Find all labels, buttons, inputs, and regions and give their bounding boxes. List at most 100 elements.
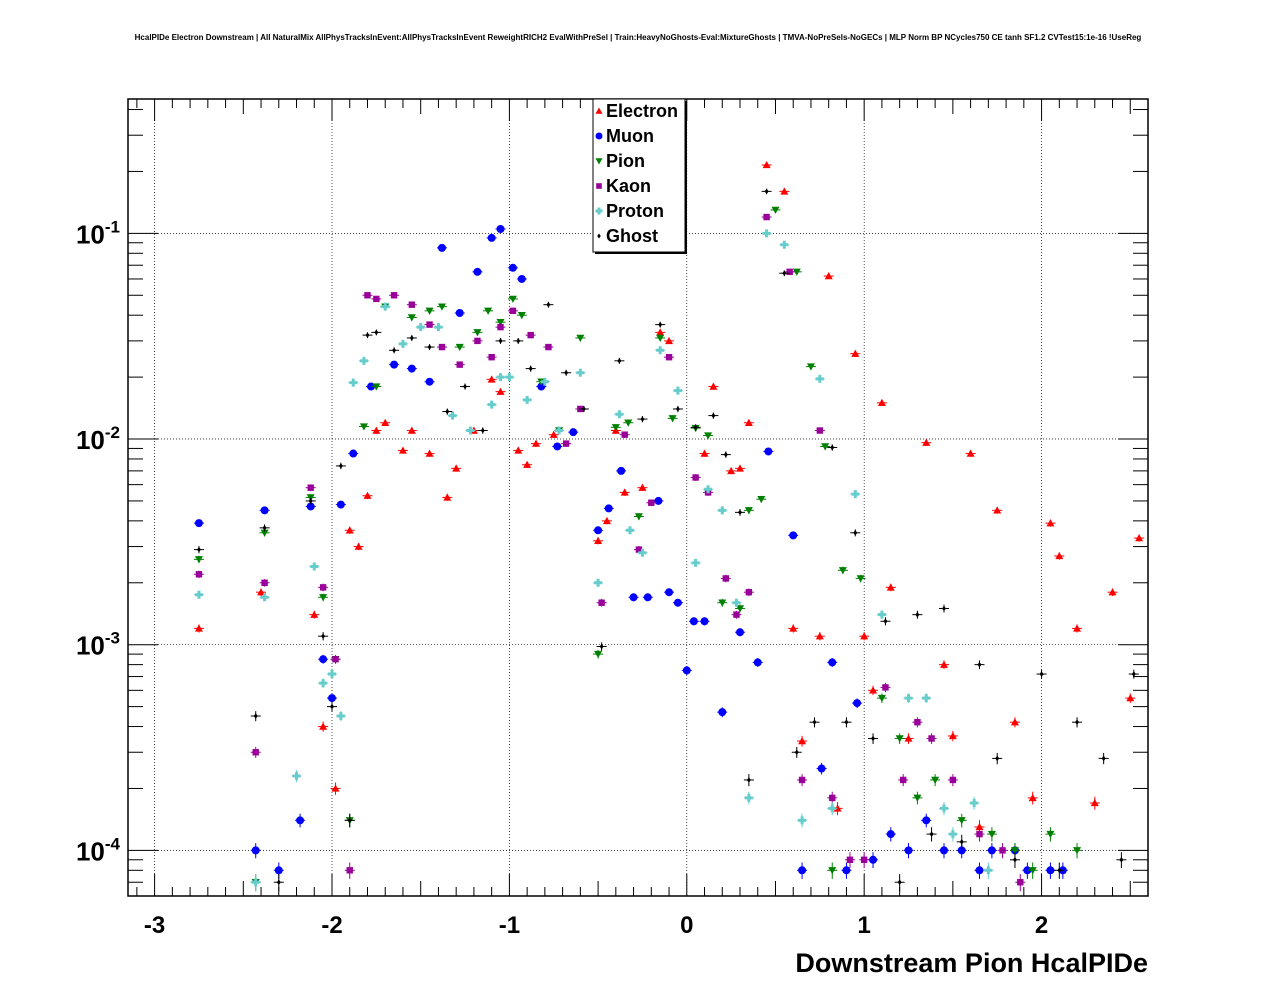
- legend-label: Muon: [606, 126, 654, 146]
- data-point-proton: [673, 386, 682, 395]
- data-point-proton: [381, 302, 390, 311]
- data-point-electron: [354, 542, 363, 550]
- data-point-muon: [349, 449, 358, 458]
- data-point-pion: [407, 314, 416, 322]
- data-point-ghost: [942, 605, 946, 612]
- data-point-electron: [824, 272, 833, 280]
- data-point-electron: [549, 430, 558, 438]
- data-point-kaon: [692, 474, 699, 481]
- data-point-muon: [842, 866, 851, 875]
- data-point-proton: [336, 712, 345, 721]
- data-point-pion: [895, 735, 904, 743]
- data-point-kaon: [408, 301, 416, 308]
- data-point-kaon: [914, 718, 921, 726]
- data-point-muon: [689, 617, 698, 626]
- y-tick-base: 10: [76, 425, 105, 455]
- data-point-muon: [487, 233, 496, 242]
- data-point-proton: [466, 426, 475, 435]
- data-point-muon: [336, 500, 345, 509]
- data-point-muon: [407, 364, 416, 373]
- data-point-kaon: [488, 353, 495, 361]
- data-point-electron: [443, 493, 452, 501]
- data-point-muon: [975, 866, 984, 875]
- data-point-pion: [736, 605, 744, 613]
- data-point-electron: [1046, 519, 1055, 527]
- data-point-pion: [260, 529, 269, 537]
- data-point-ghost: [262, 525, 267, 531]
- data-point-pion: [806, 363, 815, 371]
- data-point-ghost: [995, 755, 1000, 762]
- data-point-muon: [940, 846, 948, 855]
- data-point-proton: [744, 793, 753, 802]
- data-point-kaon: [976, 830, 983, 838]
- data-point-proton: [762, 229, 771, 238]
- data-point-pion: [828, 867, 837, 875]
- data-point-ghost: [746, 777, 751, 783]
- data-point-muon: [764, 447, 773, 456]
- data-point-kaon: [456, 361, 463, 368]
- data-point-kaon: [846, 856, 854, 863]
- legend: Electron Muon Pion Kaon Proton Ghost: [592, 98, 687, 254]
- data-point-proton: [815, 374, 824, 383]
- y-tick-label: 10-3: [76, 629, 120, 661]
- data-point-ghost: [1039, 671, 1044, 677]
- data-point-pion: [913, 794, 922, 802]
- data-point-pion: [757, 495, 766, 504]
- data-point-kaon: [745, 588, 753, 596]
- data-point-electron: [514, 446, 523, 454]
- data-point-ghost: [338, 463, 343, 469]
- data-point-ghost: [693, 424, 698, 431]
- legend-label: Pion: [606, 151, 645, 171]
- data-point-electron: [886, 583, 895, 591]
- data-point-electron: [656, 328, 665, 336]
- data-point-proton: [496, 373, 505, 382]
- data-point-pion: [473, 329, 482, 337]
- data-point-pion: [425, 307, 434, 315]
- data-point-pion: [771, 206, 780, 214]
- data-point-muon: [798, 866, 807, 875]
- data-point-muon: [753, 658, 762, 667]
- data-point-muon: [922, 816, 931, 825]
- data-point-proton: [984, 866, 993, 875]
- data-point-ghost: [253, 713, 258, 719]
- points-layer: [193, 160, 1145, 892]
- data-point-kaon: [882, 684, 889, 691]
- series-ghost: [193, 188, 1139, 892]
- legend-label: Proton: [606, 201, 664, 221]
- data-point-ghost: [409, 335, 414, 341]
- data-point-proton: [970, 798, 979, 807]
- data-point-pion: [656, 334, 665, 342]
- y-tick-base: 10: [76, 631, 105, 661]
- data-point-ghost: [308, 498, 313, 504]
- data-point-ghost: [445, 408, 450, 415]
- data-point-ghost: [764, 188, 769, 195]
- data-point-pion: [931, 776, 940, 784]
- x-tick-label: -3: [144, 912, 165, 939]
- data-point-muon: [617, 466, 626, 475]
- data-point-electron: [993, 506, 1002, 514]
- data-point-electron: [331, 784, 340, 792]
- data-point-kaon: [390, 292, 398, 299]
- data-point-ghost: [528, 365, 533, 372]
- data-point-kaon: [252, 749, 259, 756]
- legend-label: Ghost: [606, 226, 658, 246]
- data-point-pion: [634, 513, 643, 521]
- data-point-pion: [319, 594, 328, 602]
- data-point-kaon: [527, 331, 534, 339]
- data-point-ghost: [738, 509, 742, 516]
- x-tick-label: -1: [499, 912, 520, 939]
- data-point-electron: [948, 731, 957, 740]
- data-point-electron: [1090, 798, 1099, 807]
- data-point-electron: [1055, 551, 1064, 560]
- data-point-muon: [718, 708, 727, 717]
- legend-entry-kaon: Kaon: [596, 176, 651, 196]
- data-point-electron: [762, 160, 771, 169]
- data-point-muon: [537, 382, 546, 391]
- data-point-ghost: [929, 831, 934, 837]
- data-point-pion: [576, 334, 585, 342]
- data-point-electron: [1126, 694, 1135, 702]
- legend-label: Kaon: [606, 176, 651, 196]
- data-point-proton: [398, 339, 407, 348]
- data-point-pion: [624, 419, 633, 427]
- data-point-kaon: [562, 440, 570, 447]
